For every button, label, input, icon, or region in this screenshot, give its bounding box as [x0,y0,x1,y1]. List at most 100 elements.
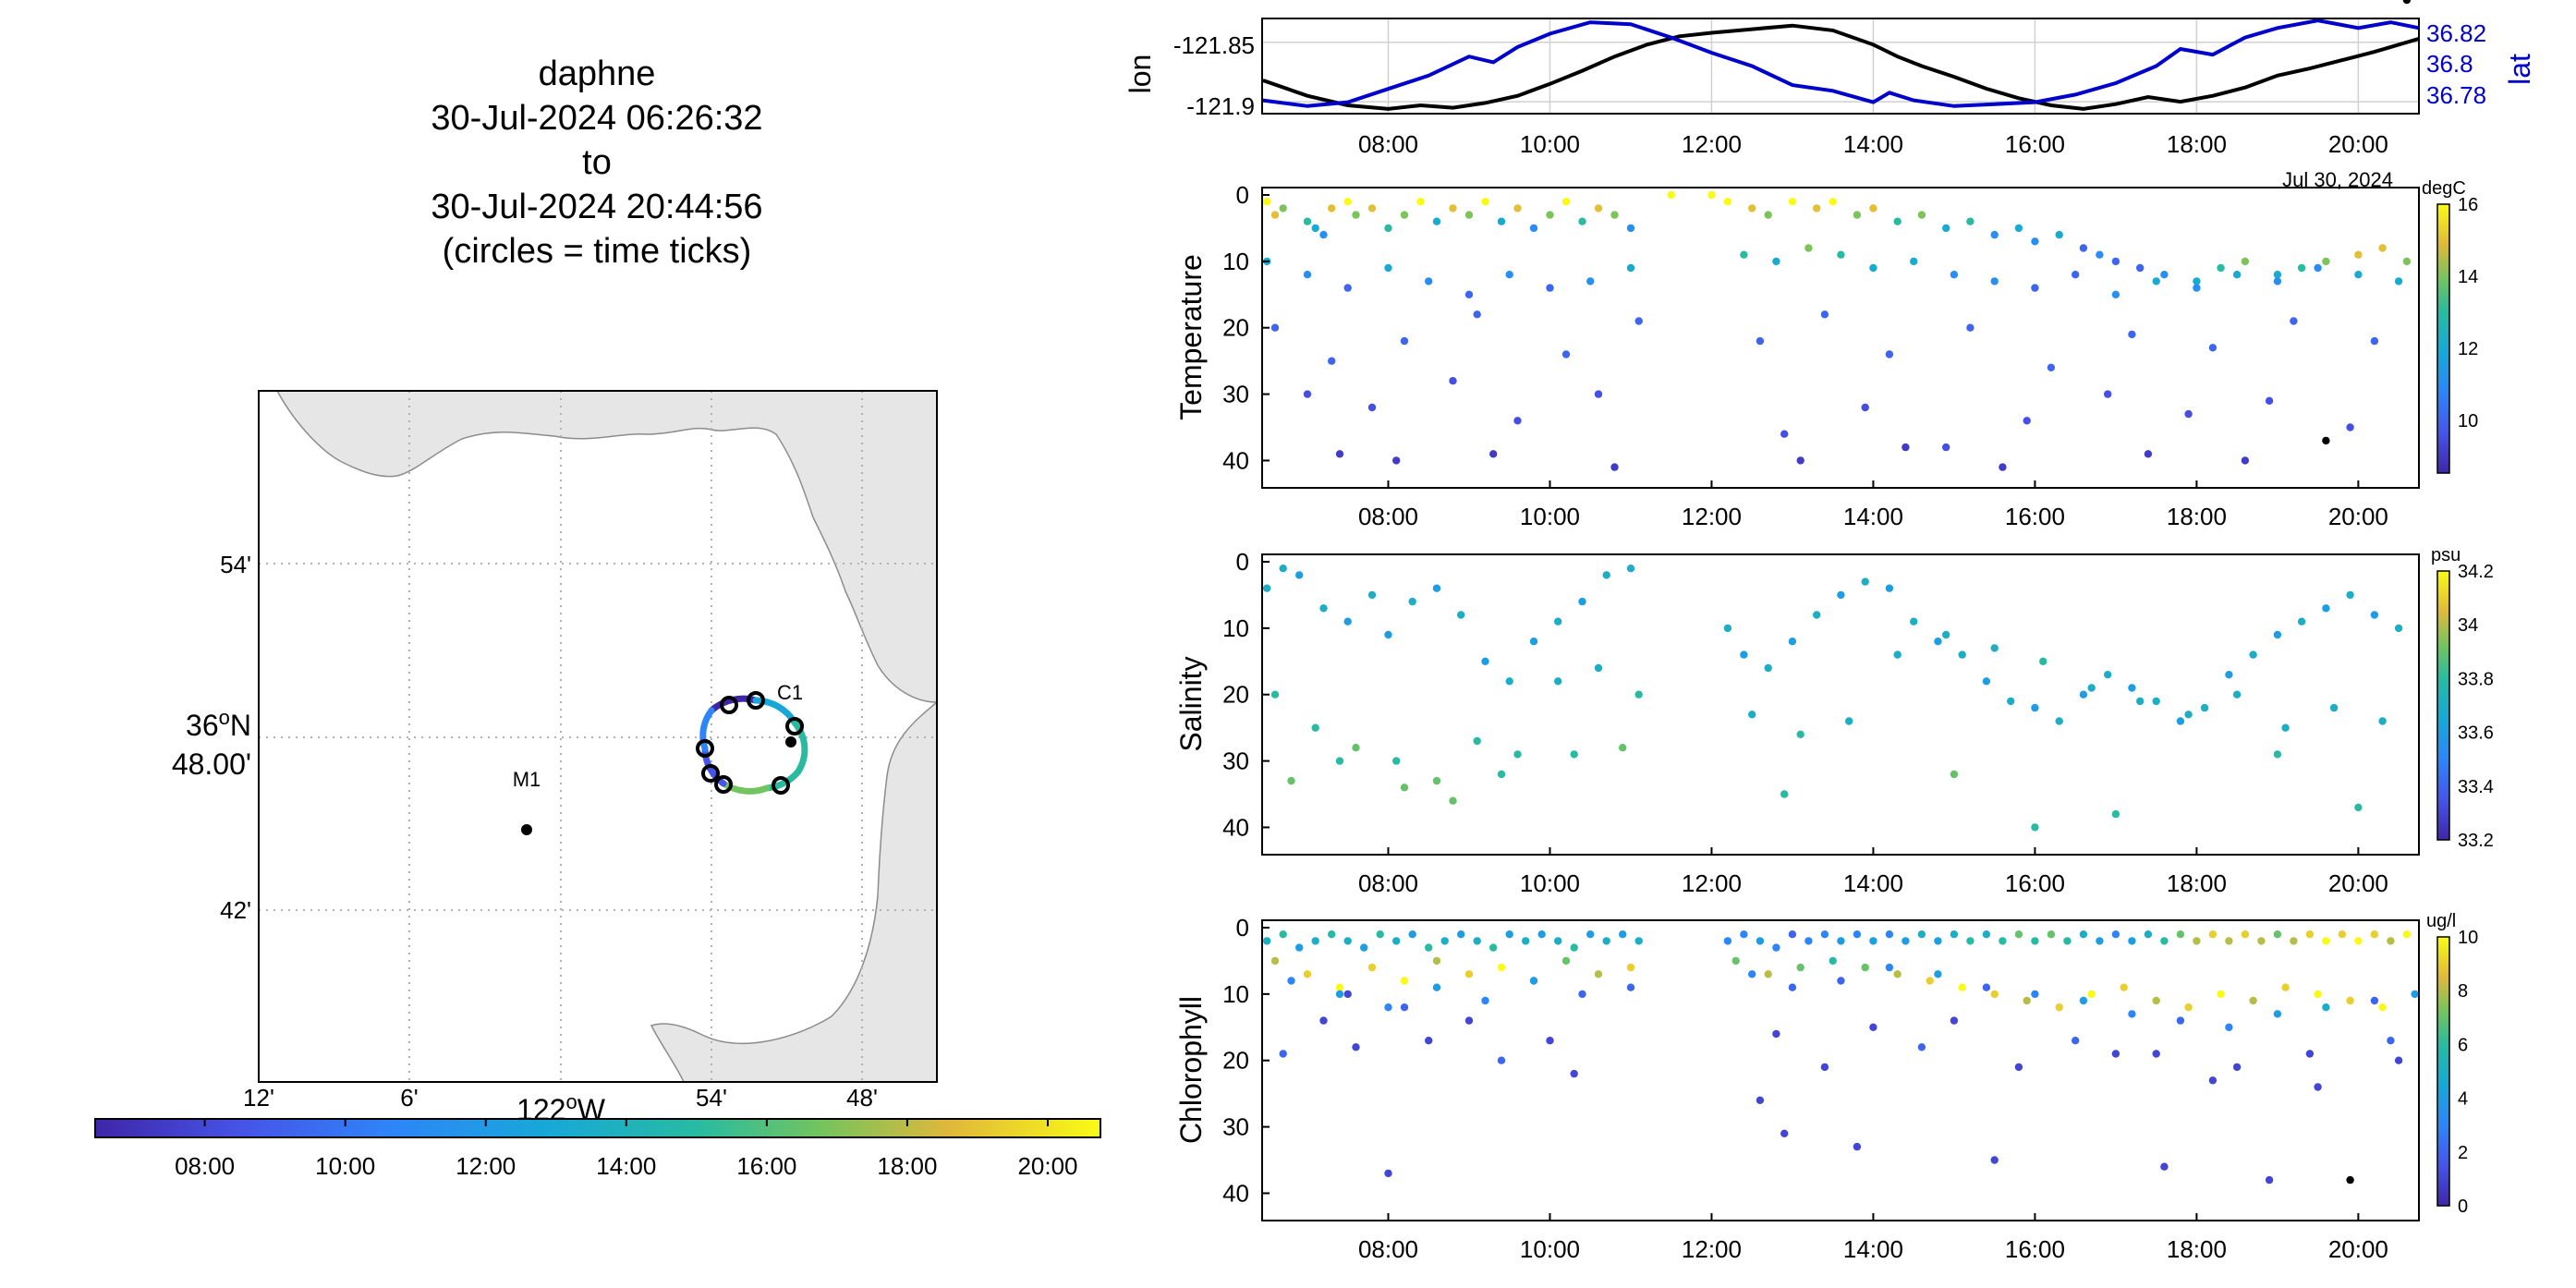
data-point [1295,571,1304,579]
colorbar-tick-label: 10 [2458,411,2478,431]
salinity-points [1263,565,2403,832]
data-point [1934,970,1942,978]
temperature-colorbar-ticks: 16 14 12 10 [2458,195,2478,431]
data-point [1432,983,1441,991]
data-point [1384,263,1392,273]
colorbar-tick-label: 33.4 [2458,777,2494,797]
data-point [1343,284,1352,292]
data-point [1829,956,1837,966]
data-point [1505,930,1513,939]
data-point [2072,271,2080,279]
data-point [2354,803,2363,812]
data-point [1780,430,1789,438]
data-point [2346,1175,2354,1185]
data-point [1748,970,1756,978]
data-point [2322,257,2330,266]
data-point [1570,943,1578,952]
data-point [2241,930,2250,939]
data-point [1578,597,1586,606]
data-point [1473,736,1481,746]
lat-tick-3: 36.78 [2426,81,2486,109]
data-point [2322,937,2330,945]
temperature-plot-area [1262,188,2419,488]
data-point [1594,663,1603,673]
temperature-y-ticks: 0 10 20 30 40 [1222,181,1270,474]
data-point [1634,317,1643,325]
data-point [2096,250,2104,259]
data-point [1425,943,1433,952]
time-colorbar-bar [94,1118,1101,1138]
data-point [2402,257,2412,266]
temperature-date-label: Jul 30, 2024 [2282,168,2393,191]
chlorophyll-y-ticks: 0 10 20 30 40 [1222,914,1270,1207]
map-lon-label-48: 48' [846,1084,878,1112]
data-point [2354,937,2363,945]
data-point [1376,930,1384,939]
data-point [1853,930,1862,939]
data-point [1263,584,1271,592]
colorbar-tick-label: 4 [2458,1089,2468,1110]
data-point [1788,638,1797,646]
data-point [1788,930,1797,939]
chlorophyll-plot-area [1262,920,2419,1221]
data-point [1537,930,1546,939]
data-point [2208,1076,2218,1085]
data-point [1384,1003,1392,1012]
data-point [1367,590,1377,600]
data-point [2120,983,2128,991]
chlorophyll-axis-label: Chlorophyll [1174,996,1208,1144]
data-point [1343,937,1352,945]
data-point [1328,357,1336,365]
data-point [1966,217,1975,225]
data-point [2354,271,2363,279]
data-point [1869,1023,1877,1032]
data-point [1869,263,1877,273]
salinity-colorbar [2436,570,2450,841]
data-point [2014,930,2023,939]
data-point [2305,930,2315,939]
data-point [2314,263,2322,273]
data-point [1546,211,1554,219]
data-point [1400,336,1409,346]
data-point [1319,230,1328,239]
colorbar-tick-label: 2 [2458,1143,2468,1163]
data-point [1602,937,1610,945]
data-point [2322,604,2330,613]
figure-title: daphne 30-Jul-2024 06:26:32 to 30-Jul-20… [431,55,762,271]
data-point [1820,930,1829,939]
colorbar-tick-label: 12 [2458,339,2478,359]
data-point [1740,250,1748,259]
data-point [1335,990,1344,999]
data-point [2200,703,2209,712]
colorbar-tick-label: 16 [2458,195,2478,215]
data-point [1626,263,1635,273]
data-point [2370,996,2379,1005]
data-point [1999,937,2007,945]
data-point [2031,990,2039,999]
data-point [1619,744,1627,752]
data-point [1343,198,1352,206]
data-point [1279,930,1287,939]
colorbar-tick-label: 33.8 [2458,669,2494,689]
chlorophyll-points [1263,930,2419,1185]
data-point [2176,717,2185,725]
x-tick-label: 18:00 [2167,869,2227,897]
title-line-4: 30-Jul-2024 20:44:56 [431,188,762,226]
lon-axis-label: lon [1124,55,1157,94]
data-point [2290,937,2298,945]
data-point [1990,644,1999,652]
data-point [2047,363,2056,371]
data-point [1966,937,1975,945]
position-x-tick-label: 16:00 [2005,130,2065,158]
data-point [1902,443,1910,452]
data-point [1982,677,1991,686]
data-point [1319,604,1328,613]
lon-tick-2: -121.9 [1186,92,1255,120]
data-point [1464,1016,1474,1025]
data-point [1352,211,1360,219]
data-point [2314,990,2322,999]
data-point [2249,996,2257,1005]
data-point [2079,244,2088,252]
temperature-panel: Temperature Jul 30, 2024 0 10 20 30 40 08:00… [1174,0,2478,530]
